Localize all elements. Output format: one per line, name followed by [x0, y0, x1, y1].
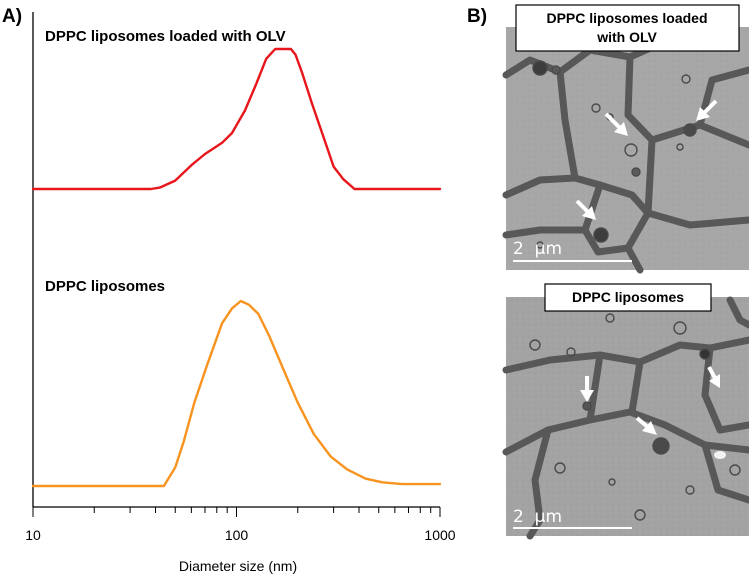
panel-b-letter: B) [467, 6, 487, 27]
series-line-empty [31, 299, 442, 488]
vesicle [566, 347, 576, 357]
vesicle [673, 321, 687, 335]
panel-a-letter: A) [2, 6, 22, 27]
vesicle [529, 339, 541, 351]
bright-spot [714, 451, 726, 459]
arrow-icon [580, 376, 594, 402]
x-axis-label: Diameter size (nm) [179, 558, 297, 574]
micrograph-empty-arrows [580, 366, 720, 435]
micrograph-empty-vesicles [529, 313, 741, 521]
panel-b: B) [467, 4, 749, 540]
x-tick-label-1000: 1000 [424, 527, 455, 543]
vesicle [593, 227, 609, 243]
micrograph-loaded: DPPC liposomes loaded with OLV 2 µm [502, 4, 749, 274]
vesicle [631, 167, 641, 177]
micrograph-empty-title-line-1: DPPC liposomes [572, 289, 684, 305]
vesicle [554, 462, 566, 474]
vesicle [683, 123, 697, 137]
vesicle [676, 143, 684, 151]
series-label-loaded: DPPC liposomes loaded with OLV [45, 28, 286, 45]
series-label-empty: DPPC liposomes [45, 278, 165, 295]
vesicle [634, 509, 646, 521]
micrograph-loaded-scale-label: 2 µm [513, 239, 562, 259]
x-tick-label-100: 100 [225, 527, 249, 543]
arrow-icon [604, 112, 628, 136]
micrograph-empty-scale-label: 2 µm [513, 507, 562, 527]
vesicle [532, 60, 548, 76]
arrow-icon [696, 99, 718, 121]
x-tick-label-10: 10 [25, 527, 41, 543]
vesicle [608, 478, 616, 486]
vesicle [681, 74, 691, 84]
vesicle [729, 464, 741, 476]
micrograph-loaded-arrows [575, 99, 718, 220]
vesicle [624, 143, 638, 157]
arrow-icon [635, 416, 657, 435]
micrograph-loaded-title-box [515, 4, 740, 52]
vesicle [605, 313, 615, 323]
x-axis-ticks [32, 507, 441, 517]
vesicle [685, 485, 695, 495]
vesicle [699, 348, 711, 360]
micrograph-loaded-vesicles [532, 60, 697, 249]
vesicle [582, 401, 592, 411]
micrograph-empty-grain [506, 297, 749, 536]
panel-a: A) 10 100 1000 Diameter size (nm) DPPC l… [2, 6, 456, 574]
vesicle [652, 437, 670, 455]
vesicle [536, 241, 544, 249]
arrow-icon [575, 199, 596, 220]
chart: 10 100 1000 Diameter size (nm) DPPC lipo… [25, 12, 456, 574]
micrograph-loaded-title-line-1: DPPC liposomes loaded [546, 10, 707, 26]
micrograph-loaded-title-line-2: with OLV [596, 29, 657, 45]
series-line-loaded [31, 47, 442, 191]
vesicle [591, 103, 601, 113]
micrograph-empty: DPPC liposomes 2 µm [502, 283, 749, 540]
vesicle [551, 65, 561, 75]
micrograph-empty-title-box [544, 283, 712, 312]
arrow-icon [707, 366, 720, 388]
